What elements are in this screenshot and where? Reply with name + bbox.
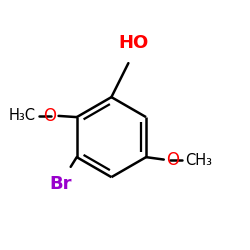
Text: O: O <box>43 107 56 125</box>
Text: Br: Br <box>50 175 72 193</box>
Text: HO: HO <box>118 34 148 52</box>
Text: O: O <box>166 150 179 168</box>
Text: H₃C: H₃C <box>8 108 36 123</box>
Text: CH₃: CH₃ <box>185 152 212 168</box>
